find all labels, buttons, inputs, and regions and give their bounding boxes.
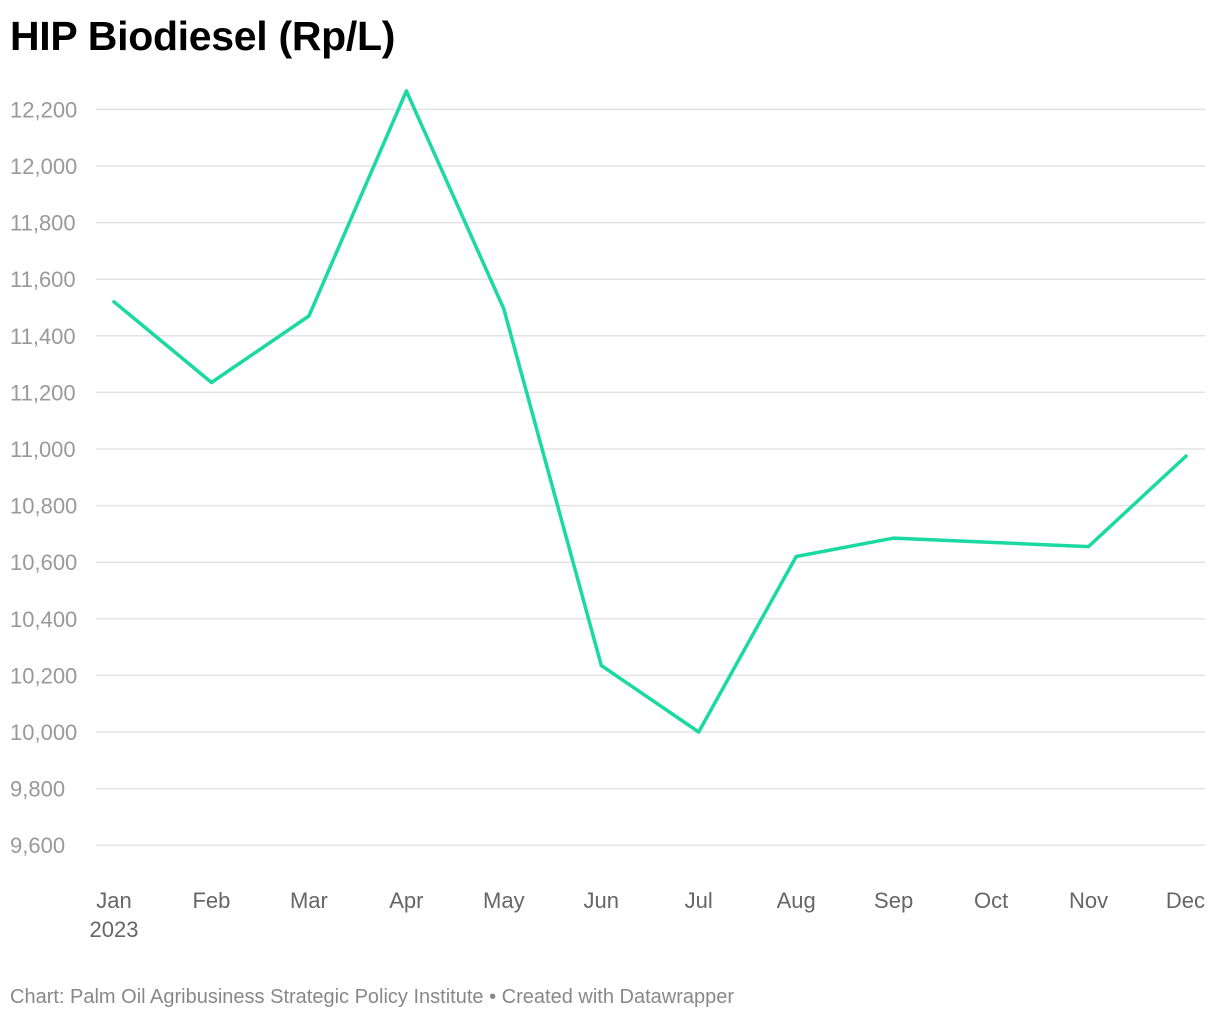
y-tick-label: 11,600	[10, 267, 76, 292]
series-line-0	[112, 89, 1188, 734]
datawrapper-credit: Created with Datawrapper	[501, 986, 735, 1008]
y-tick-label: 11,800	[10, 211, 76, 236]
x-tick-label-apr: Apr	[389, 888, 423, 913]
x-tick-label-nov: Nov	[1069, 888, 1108, 913]
data-point-nov	[1086, 545, 1091, 549]
x-tick-label-jun: Jun	[584, 888, 619, 913]
series-layer	[112, 89, 1188, 734]
y-tick-label: 11,400	[10, 324, 76, 349]
x-tick-label-oct: Oct	[974, 888, 1008, 913]
chart-footer: Chart: Palm Oil Agribusiness Strategic P…	[10, 984, 734, 1010]
y-tick-label: 10,000	[10, 720, 77, 745]
line-chart: 9,600 9,800 10,000 10,200 10,400 10,600 10,800…	[10, 89, 1205, 942]
data-point-feb	[209, 380, 214, 385]
y-tick-label: 12,000	[10, 154, 77, 179]
x-tick-label-jan: Jan	[96, 888, 131, 913]
y-tick-label: 12,200	[10, 97, 77, 122]
x-tick-label-dec: Dec	[1166, 888, 1205, 913]
x-tick-label-jul: Jul	[685, 888, 713, 913]
x-axis-tick-labels: Jan Feb Mar Apr May Jun Jul Aug Sep Oct Nov Dec 2023	[90, 888, 1205, 942]
data-point-mar	[307, 314, 311, 318]
y-axis-tick-labels: 9,600 9,800 10,000 10,200 10,400 10,600 10,800…	[10, 97, 77, 858]
y-tick-label: 11,200	[10, 380, 76, 405]
chart-title: HIP Biodiesel (Rp/L)	[10, 13, 396, 59]
x-tick-label-may: May	[483, 888, 525, 913]
data-point-sep	[892, 536, 896, 540]
x-tick-label-mar: Mar	[290, 888, 328, 913]
x-tick-label-aug: Aug	[777, 888, 816, 913]
source-credit: Chart: Palm Oil Agribusiness Strategic P…	[10, 986, 484, 1008]
x-year-label: 2023	[90, 917, 139, 942]
y-tick-label: 10,800	[10, 494, 77, 519]
y-tick-label: 10,200	[10, 663, 77, 688]
y-tick-label: 10,400	[10, 607, 77, 632]
y-tick-label: 10,600	[10, 550, 77, 575]
footer-separator: •	[489, 986, 497, 1008]
data-point-may	[502, 307, 506, 311]
data-point-apr	[404, 89, 408, 93]
data-point-jul	[697, 730, 701, 734]
y-tick-label: 11,000	[10, 437, 76, 462]
x-tick-label-sep: Sep	[874, 888, 913, 913]
data-point-aug	[794, 554, 798, 559]
data-point-dec	[1184, 454, 1188, 458]
gridlines	[96, 108, 1205, 846]
data-point-jun	[599, 663, 603, 668]
x-tick-label-feb: Feb	[192, 888, 230, 913]
data-point-oct	[989, 540, 993, 544]
data-point-jan	[112, 300, 116, 304]
y-tick-label: 9,800	[10, 777, 65, 802]
y-tick-label: 9,600	[10, 833, 65, 858]
